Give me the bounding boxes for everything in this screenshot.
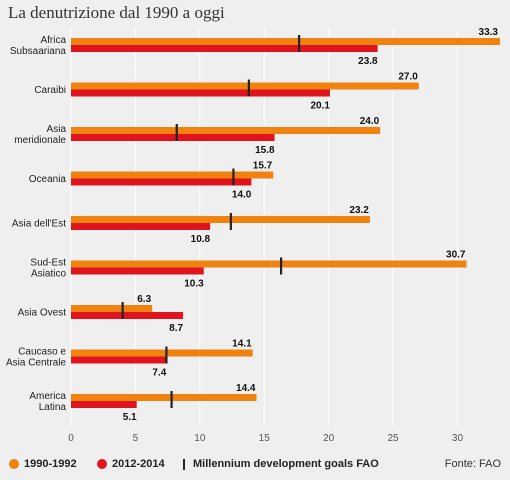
x-tick-label: 25 [388, 433, 400, 444]
value-label-1990: 24.0 [360, 116, 380, 127]
bar-2012 [71, 312, 184, 319]
legend-swatch-2012 [97, 459, 107, 469]
category-label: Subsaariana [10, 46, 67, 57]
bars [71, 38, 500, 408]
bar-1990 [71, 260, 467, 268]
goal-marker [279, 257, 283, 275]
category-label: Asia [47, 124, 67, 135]
bar-2012 [71, 178, 252, 186]
value-label-1990: 14.1 [232, 339, 252, 350]
goal-marker [121, 302, 124, 319]
chart-title: La denutrizione dal 1990 a oggi [8, 3, 225, 22]
legend-label-2012: 2012-2014 [112, 458, 165, 470]
category-label: Asia dell'Est [12, 219, 66, 230]
category-label: Oceania [29, 174, 67, 185]
value-label-1990: 6.3 [137, 294, 151, 305]
legend-label-goal: Millennium development goals FAO [193, 458, 379, 470]
source-note: Fonte: FAO [444, 458, 501, 470]
value-label-2012: 10.3 [184, 279, 204, 290]
bar-2012 [71, 45, 378, 52]
x-tick-label: 0 [68, 433, 74, 444]
bar-2012 [71, 223, 211, 230]
legend-label-1990: 1990-1992 [24, 458, 77, 470]
category-label: Africa [40, 35, 66, 46]
goal-marker [298, 35, 301, 52]
x-tick-label: 10 [194, 433, 206, 444]
bar-2012 [71, 89, 330, 97]
goal-marker [232, 168, 235, 186]
value-label-2012: 23.8 [358, 56, 378, 67]
goal-marker [165, 346, 168, 364]
bar-1990 [71, 171, 274, 179]
value-label-2012: 5.1 [123, 412, 137, 423]
x-tick-label: 30 [452, 433, 464, 444]
bar-chart: 33.3 23.8 27.0 20.1 24.0 15.8 15.7 14.0 23.2 10.8… [6, 27, 500, 444]
bar-1990 [71, 216, 370, 223]
value-label-1990: 30.7 [446, 250, 466, 261]
x-tick-label: 15 [259, 433, 271, 444]
value-label-1990: 15.7 [253, 161, 273, 172]
value-label-1990: 27.0 [398, 72, 418, 83]
legend-item-goal: Millennium development goals FAO [183, 458, 379, 470]
value-labels: 33.3 23.8 27.0 20.1 24.0 15.8 15.7 14.0 23.2 10.8… [123, 27, 499, 423]
value-label-2012: 8.7 [169, 323, 183, 334]
value-label-2012: 15.8 [255, 145, 275, 156]
x-tick-label: 5 [133, 433, 139, 444]
value-label-1990: 23.2 [349, 205, 369, 216]
bar-1990 [71, 305, 153, 312]
goal-marker [229, 213, 232, 230]
category-label: meridionale [14, 135, 66, 146]
category-label: Caraibi [34, 85, 66, 96]
bar-1990 [71, 394, 257, 401]
value-label-2012: 7.4 [152, 368, 166, 379]
value-label-2012: 20.1 [310, 101, 330, 112]
x-tick-label: 20 [323, 433, 335, 444]
legend-item-1990: 1990-1992 [9, 458, 77, 470]
bar-1990 [71, 38, 500, 45]
category-label: Asia Centrale [6, 358, 66, 369]
category-label: Latina [39, 402, 67, 413]
bar-2012 [71, 356, 167, 364]
category-label: America [29, 391, 66, 402]
category-label: Sud-Est [30, 258, 66, 269]
legend-swatch-1990 [9, 459, 19, 469]
legend-swatch-goal [183, 458, 185, 470]
goal-marker [175, 124, 178, 141]
value-label-1990: 14.4 [236, 383, 256, 394]
x-axis-ticks: 0 5 10 15 20 25 30 [68, 433, 463, 444]
bar-1990 [71, 349, 253, 357]
bar-2012 [71, 401, 137, 408]
bar-2012 [71, 134, 275, 141]
bar-1990 [71, 127, 381, 134]
bar-1990 [71, 82, 419, 90]
category-label: Asia Ovest [18, 308, 67, 319]
value-label-2012: 14.0 [232, 190, 252, 201]
legend: 1990-1992 2012-2014 Millennium developme… [0, 454, 510, 474]
goal-marker [247, 79, 250, 97]
value-label-2012: 10.8 [191, 234, 211, 245]
category-label: Caucaso e [18, 347, 66, 358]
goal-markers [121, 35, 301, 408]
goal-marker [170, 391, 173, 408]
legend-item-2012: 2012-2014 [97, 458, 165, 470]
value-label-1990: 33.3 [479, 27, 499, 38]
bar-2012 [71, 267, 204, 275]
category-label: Asiatico [31, 269, 66, 280]
